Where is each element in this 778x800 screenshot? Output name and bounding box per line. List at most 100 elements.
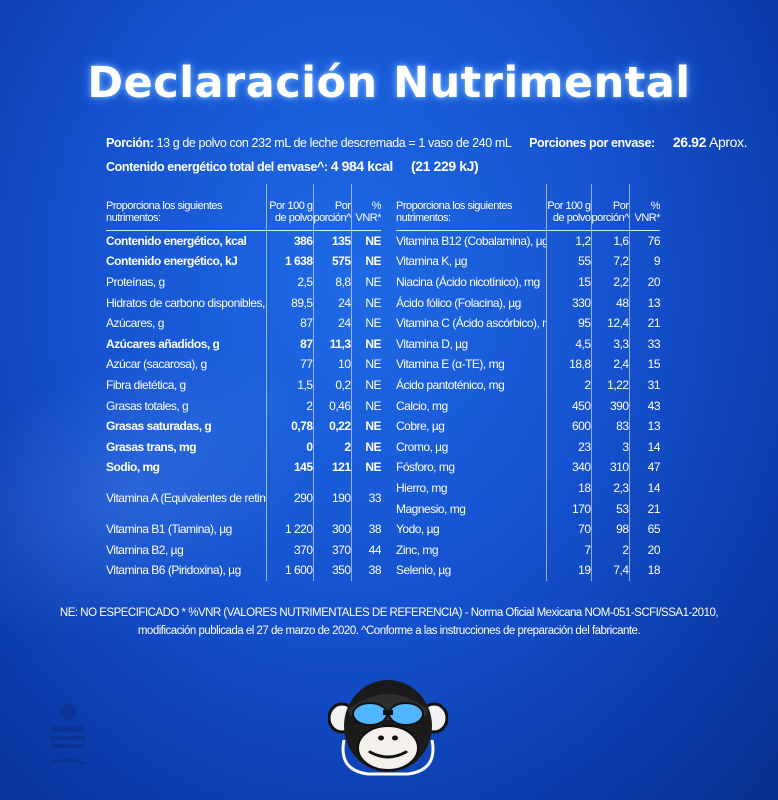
vnr-value: NE — [350, 230, 381, 252]
table-row: Cobre, µg 600 83 13 — [396, 416, 660, 437]
servings-value: 26.92 — [672, 134, 706, 150]
portion-value: 3,3 — [590, 333, 629, 355]
vnr-value: 38 — [350, 560, 381, 581]
table-row: Azúcares, g 87 24 NE — [106, 313, 381, 334]
per100-value: 1 600 — [265, 560, 313, 581]
vnr-value: 13 — [628, 416, 660, 437]
portion-value: 7,2 — [590, 251, 629, 273]
per100-value: 23 — [545, 436, 591, 458]
table-row: Vitamina B1 (Tiamina), µg 1 220 300 38 — [106, 519, 381, 540]
portion-value: 48 — [590, 292, 629, 314]
portion-value: 2,3 — [590, 478, 629, 499]
per100-value: 1 220 — [265, 519, 313, 540]
nutrition-table-left: Proporciona los siguientes nutrimentos: … — [106, 184, 381, 581]
table-row: Calcio, mg 450 390 43 — [396, 395, 660, 417]
nutrient-name: Vitamina B12 (Cobalamina), µg — [396, 233, 546, 248]
table-row: Vitamina B12 (Cobalamina), µg 1,2 1,6 76 — [396, 230, 660, 252]
table-row: Vitamina C (Ácido ascórbico), mg 95 12,4 21 — [396, 313, 660, 334]
nutrient-name: Proteínas, g — [106, 274, 165, 289]
nutrient-name: Yodo, µg — [396, 522, 440, 537]
vnr-value: 15 — [628, 354, 660, 376]
portion-value: 0,2 — [312, 375, 351, 396]
portion-value: 24 — [312, 292, 351, 314]
per100-value: 7 — [545, 539, 591, 561]
table-row: Vitamina A (Equivalentes de retinol), µg… — [106, 478, 381, 520]
vnr-value: 20 — [628, 539, 660, 561]
per100-value: 290 — [265, 478, 313, 520]
vnr-value: 65 — [628, 519, 660, 540]
nutrient-name: Ácido fólico (Folacina), µg — [396, 295, 521, 310]
portion-value: 2,2 — [590, 272, 629, 293]
portion-value: 10 — [312, 354, 351, 376]
table-row: Vitamina B6 (Piridoxina), µg 1 600 350 38 — [106, 560, 381, 581]
vnr-value: NE — [350, 272, 381, 293]
per100-value: 600 — [545, 416, 591, 437]
vnr-value: 21 — [628, 313, 660, 334]
per100-value: 386 — [265, 230, 313, 252]
nutrient-name: Vitamina A (Equivalentes de retinol), µg — [106, 491, 266, 506]
table-row: Vitamina E (α-TE), mg 18,8 2,4 15 — [396, 354, 660, 376]
vnr-value: 47 — [628, 457, 660, 479]
table-row: Grasas trans, mg 0 2 NE — [106, 436, 381, 458]
table-row: Contenido energético, kcal 386 135 NE — [106, 230, 381, 252]
table-row: Yodo, µg 70 98 65 — [396, 519, 660, 540]
vnr-value: NE — [350, 436, 381, 458]
portion-value: 8,8 — [312, 272, 351, 293]
serving-info-line: Porción: 13 g de polvo con 232 mL de lec… — [106, 134, 748, 150]
portion-value: 370 — [312, 539, 351, 561]
per100-value: 2 — [265, 395, 313, 417]
per100-value: 89,5 — [265, 292, 313, 314]
vnr-value: NE — [350, 292, 381, 314]
nutrient-name: Zinc, mg — [396, 542, 439, 557]
servings-label: Porciones por envase: — [529, 136, 655, 150]
energy-info-line: Contenido energético total del envase^: … — [106, 158, 479, 174]
vnr-value: 14 — [628, 436, 660, 458]
nutrient-name: Magnesio, mg — [396, 501, 466, 516]
vnr-value: 33 — [628, 333, 660, 355]
vnr-value: NE — [350, 251, 381, 273]
nutrient-name: Grasas totales, g — [106, 398, 189, 413]
portion-value: 1,6 — [590, 230, 629, 252]
table-row: Grasas saturadas, g 0,78 0,22 NE — [106, 416, 381, 437]
nutrition-table-right: Proporciona los siguientes nutrimentos: … — [396, 184, 660, 582]
per100-value: 1,2 — [545, 230, 591, 252]
portion-value: 24 — [312, 313, 351, 334]
portion-value: 83 — [590, 416, 629, 437]
table-row: Vitamina K, µg 55 7,2 9 — [396, 251, 660, 273]
table-header-row: Proporciona los siguientes nutrimentos: … — [396, 184, 660, 231]
footnote-line-1: NE: NO ESPECIFICADO * %VNR (VALORES NUTR… — [59, 607, 719, 619]
nutrient-name: Azúcares añadidos, g — [106, 336, 220, 351]
nutrient-name: Vitamina D, µg — [396, 336, 468, 351]
per100-value: 0,78 — [265, 416, 313, 437]
portion-value: 0,22 — [312, 416, 351, 437]
nutrient-name: Cromo, µg — [396, 439, 448, 454]
table-row: Ácido fólico (Folacina), µg 330 48 13 — [396, 292, 660, 314]
nutrient-name: Ácido pantoténico, mg — [396, 377, 505, 392]
per100-value: 340 — [545, 457, 591, 479]
portion-value: 1,22 — [590, 375, 629, 396]
table-row: Fibra dietética, g 1,5 0,2 NE — [106, 375, 381, 396]
table-row: Hidratos de carbono disponibles, g 89,5 24… — [106, 292, 381, 314]
nutrient-name: Vitamina E (α-TE), mg — [396, 357, 505, 372]
nutrient-name: Vitamina C (Ácido ascórbico), mg — [396, 316, 546, 331]
portion-value: 7,4 — [590, 560, 629, 582]
per100-value: 95 — [545, 313, 591, 334]
table-row: Niacina (Ácido nicotínico), mg 15 2,2 20 — [396, 272, 660, 293]
vnr-value: 21 — [628, 498, 660, 520]
nutrient-name: Hierro, mg — [396, 480, 448, 495]
vnr-value: 20 — [628, 272, 660, 293]
portion-value: 190 — [312, 478, 351, 520]
table-row: Vitamina B2, µg 370 370 44 — [106, 539, 381, 561]
portion-label: Porción: — [106, 136, 154, 150]
vnr-value: NE — [350, 375, 381, 396]
nutrient-name: Cobre, µg — [396, 419, 445, 434]
per100-value: 18 — [545, 478, 591, 499]
per100-value: 18,8 — [545, 354, 591, 376]
nutrient-name: Vitamina B1 (Tiamina), µg — [106, 521, 232, 536]
table-row: Grasas totales, g 2 0,46 NE — [106, 395, 381, 417]
vnr-value: 9 — [628, 251, 660, 273]
nutrient-name: Grasas trans, mg — [106, 439, 197, 454]
per100-value: 170 — [545, 498, 591, 520]
table-row: Azúcares añadidos, g 87 11,3 NE — [106, 333, 381, 355]
portion-value: 0,46 — [312, 395, 351, 417]
